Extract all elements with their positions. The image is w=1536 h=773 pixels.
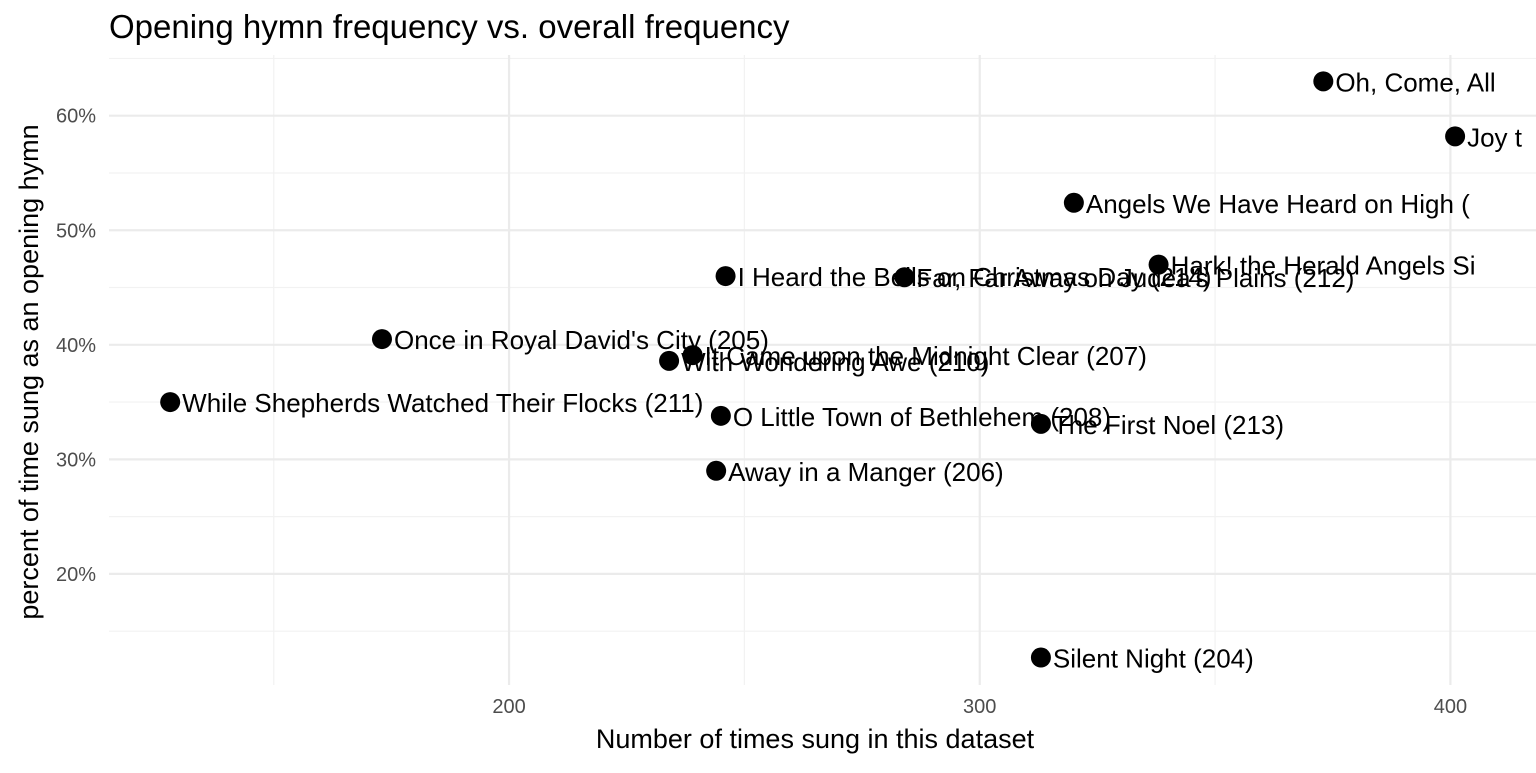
point-label: Away in a Manger (206): [728, 457, 1004, 487]
point-labels: Oh, Come, All Joy t Angels We Have Heard o…: [182, 67, 1523, 673]
y-tick-label: 50%: [56, 220, 96, 242]
y-tick-label: 40%: [56, 335, 96, 357]
point-label: I Heard the Bells on Christmas Day (214): [738, 262, 1212, 292]
y-tick-label: 20%: [56, 564, 96, 586]
point-label: It Came upon the Midnight Clear (207): [705, 341, 1147, 371]
y-tick-label: 60%: [56, 106, 96, 128]
scatter-point: [682, 345, 703, 366]
point-label: Hark! the Herald Angels Si: [1171, 251, 1476, 281]
scatter-point: [894, 267, 915, 288]
point-label: Far, Far Away on Judea's Plains (212): [916, 263, 1354, 293]
scatter-point: [710, 405, 731, 426]
point-label: While Shepherds Watched Their Flocks (21…: [182, 388, 703, 418]
scatter-point: [1148, 254, 1169, 275]
point-label: Angels We Have Heard on High (: [1086, 189, 1470, 219]
scatter-point: [1063, 192, 1084, 213]
point-label: Oh, Come, All: [1335, 67, 1495, 97]
gridlines: [109, 55, 1536, 685]
scatter-point: [371, 329, 392, 350]
scatter-point: [659, 350, 680, 371]
scatter-point: [1313, 71, 1334, 92]
scatter-point: [706, 460, 727, 481]
scatter-point: [1030, 647, 1051, 668]
scatter-point: [160, 392, 181, 413]
data-points: [160, 71, 1466, 668]
point-label: The First Noel (213): [1053, 410, 1284, 440]
scatter-point: [1445, 126, 1466, 147]
x-tick-label: 300: [963, 696, 996, 718]
axes: 200 300 400 20% 30% 40% 50% 60%: [56, 106, 1467, 718]
point-label: Joy t: [1467, 122, 1523, 152]
scatter-point: [715, 266, 736, 287]
point-label: With Wondering Awe (210): [681, 347, 989, 377]
y-axis-title: percent of time sung as an opening hymn: [14, 124, 44, 619]
x-tick-label: 400: [1434, 696, 1467, 718]
point-label: O Little Town of Bethlehem (208): [733, 402, 1111, 432]
point-label: Silent Night (204): [1053, 644, 1254, 674]
y-tick-label: 30%: [56, 449, 96, 471]
point-label: Once in Royal David's City (205): [394, 325, 769, 355]
scatter-point: [1030, 413, 1051, 434]
x-axis-title: Number of times sung in this dataset: [596, 724, 1035, 754]
x-tick-label: 200: [492, 696, 525, 718]
chart-title: Opening hymn frequency vs. overall frequ…: [109, 8, 790, 45]
